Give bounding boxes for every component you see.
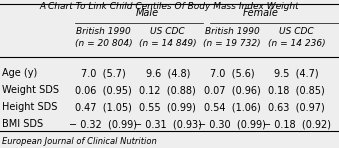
Text: 9.5  (4.7): 9.5 (4.7) (274, 68, 319, 78)
Text: US CDC
(n = 14 849): US CDC (n = 14 849) (139, 27, 197, 49)
Text: Male: Male (136, 8, 159, 18)
Text: 7.0  (5.6): 7.0 (5.6) (210, 68, 255, 78)
Text: British 1990
(n = 20 804): British 1990 (n = 20 804) (75, 27, 132, 49)
Text: 0.63  (0.97): 0.63 (0.97) (268, 102, 325, 112)
Text: Female: Female (243, 8, 279, 18)
Text: 0.47  (1.05): 0.47 (1.05) (75, 102, 132, 112)
Text: British 1990
(n = 19 732): British 1990 (n = 19 732) (203, 27, 261, 49)
Text: 0.12  (0.88): 0.12 (0.88) (139, 85, 196, 95)
Text: US CDC
(n = 14 236): US CDC (n = 14 236) (268, 27, 325, 49)
Text: − 0.18  (0.92): − 0.18 (0.92) (263, 119, 331, 129)
Text: − 0.31  (0.93): − 0.31 (0.93) (134, 119, 202, 129)
Text: Age (y): Age (y) (2, 68, 37, 78)
Text: 0.06  (0.95): 0.06 (0.95) (75, 85, 132, 95)
Text: Weight SDS: Weight SDS (2, 85, 59, 95)
Text: A Chart To Link Child Centiles Of Body Mass Index Weight: A Chart To Link Child Centiles Of Body M… (40, 2, 299, 11)
Text: Height SDS: Height SDS (2, 102, 57, 112)
Text: 0.55  (0.99): 0.55 (0.99) (139, 102, 196, 112)
Text: BMI SDS: BMI SDS (2, 119, 43, 129)
Text: − 0.32  (0.99): − 0.32 (0.99) (69, 119, 137, 129)
Text: 7.0  (5.7): 7.0 (5.7) (81, 68, 126, 78)
Text: 9.6  (4.8): 9.6 (4.8) (146, 68, 190, 78)
Text: 0.54  (1.06): 0.54 (1.06) (204, 102, 261, 112)
Text: − 0.30  (0.99): − 0.30 (0.99) (198, 119, 266, 129)
Text: 0.07  (0.96): 0.07 (0.96) (204, 85, 261, 95)
Text: European Journal of Clinical Nutrition: European Journal of Clinical Nutrition (2, 137, 156, 146)
Text: 0.18  (0.85): 0.18 (0.85) (268, 85, 325, 95)
